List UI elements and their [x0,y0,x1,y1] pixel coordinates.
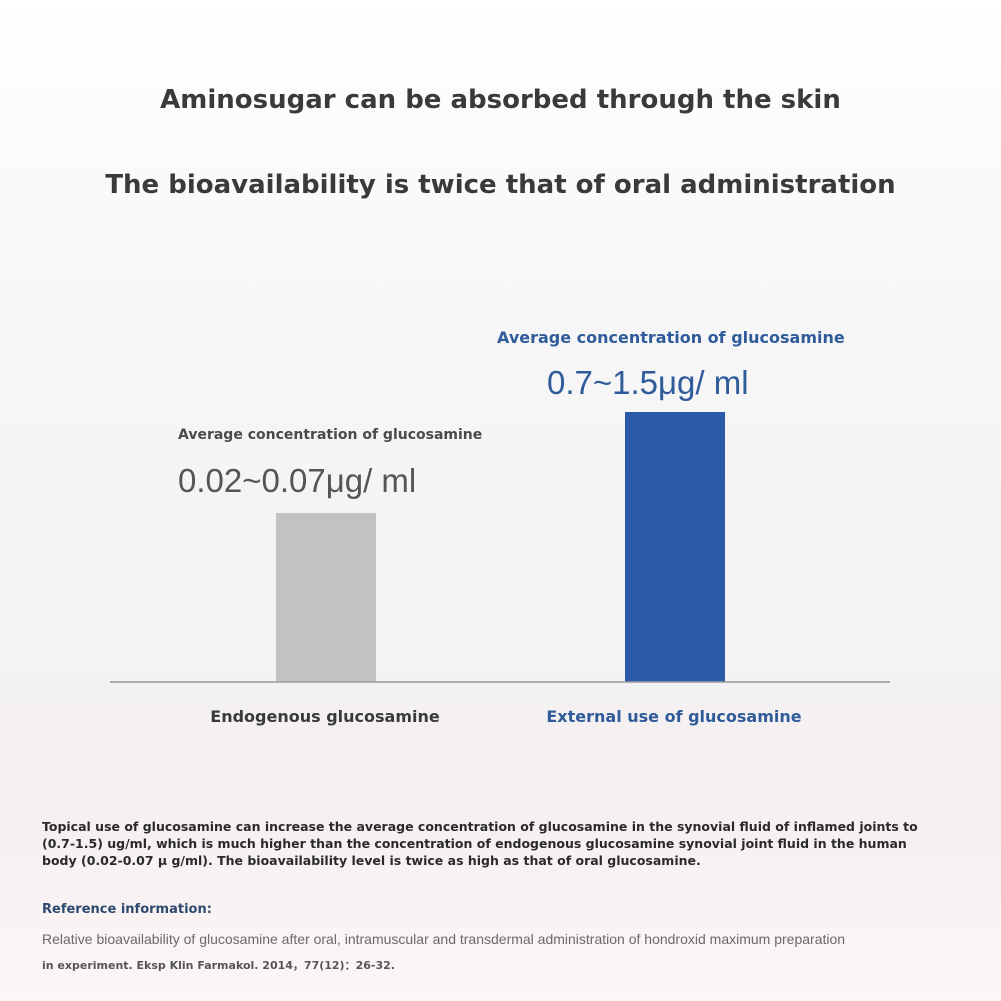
bar-category: External use of glucosamine [546,707,802,726]
reference-heading: Reference information: [42,902,212,917]
bar-value-text: 0.02~0.07μg/ ml [178,462,417,499]
summary-paragraph: Topical use of glucosamine can increase … [42,819,918,868]
endogenous-bar [276,513,376,682]
bar-caption: Average concentration of glucosamine [497,328,845,347]
bar-category: Endogenous glucosamine [210,707,440,726]
bar-value-text: 0.7~1.5μg/ ml [547,364,749,401]
external-bar [625,412,725,682]
headline: The bioavailability is twice that of ora… [105,170,896,200]
reference-text: Relative bioavailability of glucosamine … [42,931,846,947]
headline: Aminosugar can be absorbed through the s… [160,85,841,115]
reference-text: in experiment. Eksp Klin Farmakol. 2014，… [42,959,395,972]
bar-caption: Average concentration of glucosamine [178,427,483,443]
